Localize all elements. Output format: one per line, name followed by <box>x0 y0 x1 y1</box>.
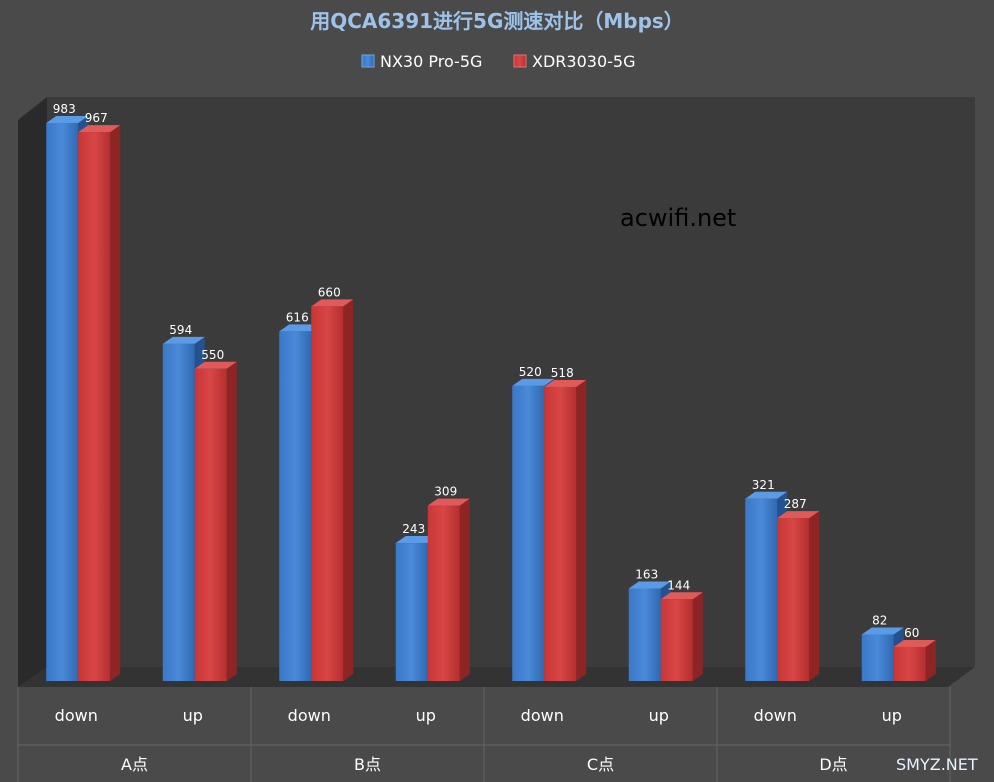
bar-front <box>512 385 545 681</box>
bar-series-2-0 <box>78 125 121 681</box>
value-label-series-1-6: 321 <box>752 478 775 492</box>
value-label-series-1-3: 243 <box>402 522 425 536</box>
bar-top <box>745 491 788 499</box>
category-label-1: up <box>183 706 203 725</box>
bar-front <box>427 505 460 681</box>
bar-top <box>544 379 587 387</box>
bar-front <box>861 634 894 681</box>
bar-side <box>226 361 237 681</box>
value-label-series-1-1: 594 <box>169 323 192 337</box>
bar-top <box>660 592 703 600</box>
bar-top <box>893 639 936 647</box>
bar-front <box>194 368 227 681</box>
bar-top <box>861 627 904 635</box>
bar-front <box>893 646 926 681</box>
value-label-series-2-2: 660 <box>318 285 341 299</box>
value-labels-layer: 983 967 594 550 616 660 243 309 520 518 163 144 321 2… <box>53 102 920 640</box>
bar-top <box>78 125 121 133</box>
bar-top <box>628 581 671 589</box>
category-grid <box>17 687 951 782</box>
group-label-2: C点 <box>587 755 614 774</box>
value-label-series-1-2: 616 <box>286 310 309 324</box>
bar-series-2-6 <box>777 511 820 681</box>
legend: NX30 Pro-5G XDR3030-5G <box>361 52 635 71</box>
bar-series-2-7 <box>893 639 936 681</box>
value-label-series-1-4: 520 <box>519 365 542 379</box>
bar-side <box>459 498 470 681</box>
bar-top <box>46 116 89 123</box>
bar-top <box>311 299 354 307</box>
category-label-0: down <box>55 706 98 725</box>
watermark: acwifi.net <box>620 204 736 232</box>
bar-top <box>512 378 555 386</box>
bar-top <box>427 498 470 506</box>
bar-front <box>660 599 693 681</box>
bar-side <box>925 639 936 681</box>
value-label-series-2-5: 144 <box>667 578 690 592</box>
bar-side <box>692 592 703 681</box>
plot-back-wall <box>47 97 975 667</box>
category-labels-layer: down up down up down up down up A点 B点 C点 D点 <box>55 706 902 774</box>
bar-series-2-1 <box>194 361 237 681</box>
bar-front <box>395 543 428 681</box>
category-label-6: down <box>754 706 797 725</box>
plot-floor <box>18 667 975 687</box>
value-label-series-2-0: 967 <box>85 111 108 125</box>
category-label-2: down <box>288 706 331 725</box>
category-label-5: up <box>649 706 669 725</box>
value-label-series-2-1: 550 <box>201 348 224 362</box>
bar-side <box>343 299 354 681</box>
bar-front <box>46 123 79 681</box>
value-label-series-1-5: 163 <box>635 567 658 581</box>
bar-front <box>544 386 577 681</box>
value-label-series-1-0: 983 <box>53 102 76 116</box>
group-label-3: D点 <box>819 755 847 774</box>
bar-front <box>311 306 344 681</box>
bar-top <box>777 511 820 519</box>
category-label-4: down <box>521 706 564 725</box>
bar-front <box>162 343 195 681</box>
value-label-series-2-3: 309 <box>434 485 457 499</box>
category-label-3: up <box>416 706 436 725</box>
bar-top <box>194 361 237 369</box>
bar-top <box>162 336 205 344</box>
bar-side <box>576 379 587 681</box>
bar-front <box>777 518 810 681</box>
corner-watermark: SMYZ.NET <box>896 755 978 774</box>
value-label-series-2-6: 287 <box>784 497 807 511</box>
bar-top <box>279 324 322 332</box>
legend-swatch-series-1 <box>361 54 375 68</box>
bar-side <box>809 511 820 681</box>
group-label-0: A点 <box>121 755 148 774</box>
legend-label-series-2: XDR3030-5G <box>532 52 635 71</box>
bar-series-2-5 <box>660 592 703 681</box>
bars-layer <box>46 116 936 681</box>
legend-label-series-1: NX30 Pro-5G <box>380 52 482 71</box>
bar-front <box>279 331 312 681</box>
group-label-1: B点 <box>354 755 381 774</box>
category-label-7: up <box>882 706 902 725</box>
chart-title: 用QCA6391进行5G测速对比（Mbps） <box>310 9 684 33</box>
legend-swatch-series-2 <box>513 54 527 68</box>
bar-side <box>110 125 121 681</box>
bar-series-2-3 <box>427 498 470 681</box>
plot-side-wall <box>18 97 47 687</box>
value-label-series-2-4: 518 <box>551 366 574 380</box>
value-label-series-2-7: 60 <box>904 626 919 640</box>
value-label-series-1-7: 82 <box>872 613 887 627</box>
bar-front <box>745 498 778 681</box>
bar-top <box>395 536 438 544</box>
bar-series-2-2 <box>311 299 354 681</box>
bar-front <box>78 132 111 681</box>
bar-front <box>628 588 661 681</box>
bar-series-2-4 <box>544 379 587 681</box>
